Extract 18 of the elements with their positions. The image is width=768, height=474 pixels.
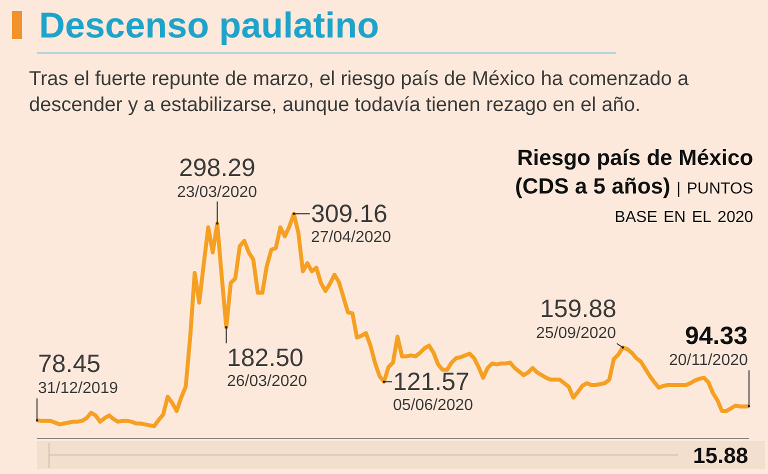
text: 23/03/2020: [177, 184, 258, 201]
text: 15.88: [693, 443, 748, 468]
data-label: 309.16: [311, 200, 388, 228]
annotation: 31/12/2019: [38, 380, 118, 397]
chart-subtitle: Tras el fuerte repunte de marzo, el riesgo país de México ha comenzado a descender y a estabilizarse, aunque todavía tienen rezago en el año.: [29, 68, 690, 116]
data-label: 78.45: [38, 350, 101, 378]
data-label: 94.33: [685, 322, 748, 350]
data-label: 182.50: [227, 344, 304, 372]
annotation: 27/04/2020: [311, 229, 392, 246]
chart-title: Descenso paulatino: [39, 4, 380, 46]
annotation: 25/09/2020: [536, 325, 616, 342]
data-label: 298.29: [179, 154, 256, 182]
annotation: 20/11/2020: [669, 352, 748, 369]
annotation: 26/03/2020: [227, 373, 308, 390]
data-label: 121.57: [393, 368, 470, 396]
data-label: 159.88: [540, 295, 616, 323]
text: Riesgo país de México (CDS a 5 años) | PUNTOS BASE EN EL 2020: [515, 145, 754, 226]
annotation: 05/06/2020: [393, 397, 474, 414]
